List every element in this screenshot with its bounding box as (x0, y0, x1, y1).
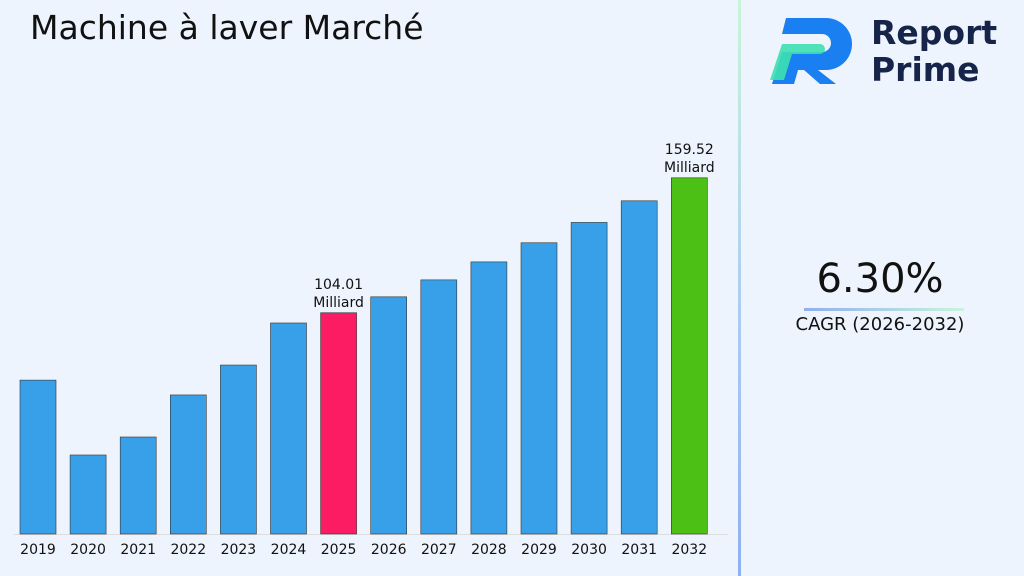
x-tick-label: 2031 (621, 542, 657, 558)
x-tick-label: 2030 (571, 542, 607, 558)
x-tick-label: 2027 (421, 542, 457, 558)
x-tick-label: 2022 (170, 542, 206, 558)
x-tick-label: 2023 (221, 542, 257, 558)
cagr-value: 6.30% (816, 256, 944, 302)
x-tick-label: 2026 (371, 542, 407, 558)
data-label-unit: Milliard (313, 295, 364, 311)
x-tick-label: 2020 (70, 542, 106, 558)
x-tick-label: 2024 (271, 542, 307, 558)
x-tick-label: 2028 (471, 542, 507, 558)
x-tick-label: 2019 (20, 542, 56, 558)
bar-2023 (220, 364, 257, 535)
logo-icon (770, 18, 852, 84)
bar-2029 (520, 242, 558, 535)
bar-2019 (19, 379, 57, 535)
cagr-label: CAGR (2026-2032) (795, 314, 965, 335)
data-label-unit: Milliard (664, 160, 715, 176)
bar-2021 (119, 436, 157, 535)
data-label-value: 104.01 (314, 277, 363, 293)
divider (738, 0, 741, 576)
x-tick-label: 2029 (521, 542, 557, 558)
bar-2027 (420, 279, 458, 535)
bar-2020 (69, 454, 107, 535)
x-tick-label: 2032 (671, 542, 707, 558)
bar-2032 (670, 177, 708, 535)
report-prime-logo: Report Prime (768, 14, 1008, 90)
logo-line1: Report (871, 13, 998, 52)
x-tick-label: 2021 (120, 542, 156, 558)
bar-2026 (370, 296, 408, 535)
bar-2028 (470, 261, 508, 535)
cagr-underline (804, 308, 964, 311)
bar-2030 (570, 222, 608, 535)
logo-line2: Prime (871, 50, 980, 89)
page-title: Machine à laver Marché (30, 8, 424, 47)
bar-2022 (170, 394, 207, 535)
data-label-value: 159.52 (665, 142, 714, 158)
bar-chart: 2019 2020 2021 2022 2023 2024 2025 104.01 Millia… (14, 142, 728, 558)
bar-2031 (620, 200, 658, 535)
bar-2025 (320, 312, 357, 535)
x-tick-label: 2025 (321, 542, 357, 558)
bar-2024 (270, 322, 307, 535)
